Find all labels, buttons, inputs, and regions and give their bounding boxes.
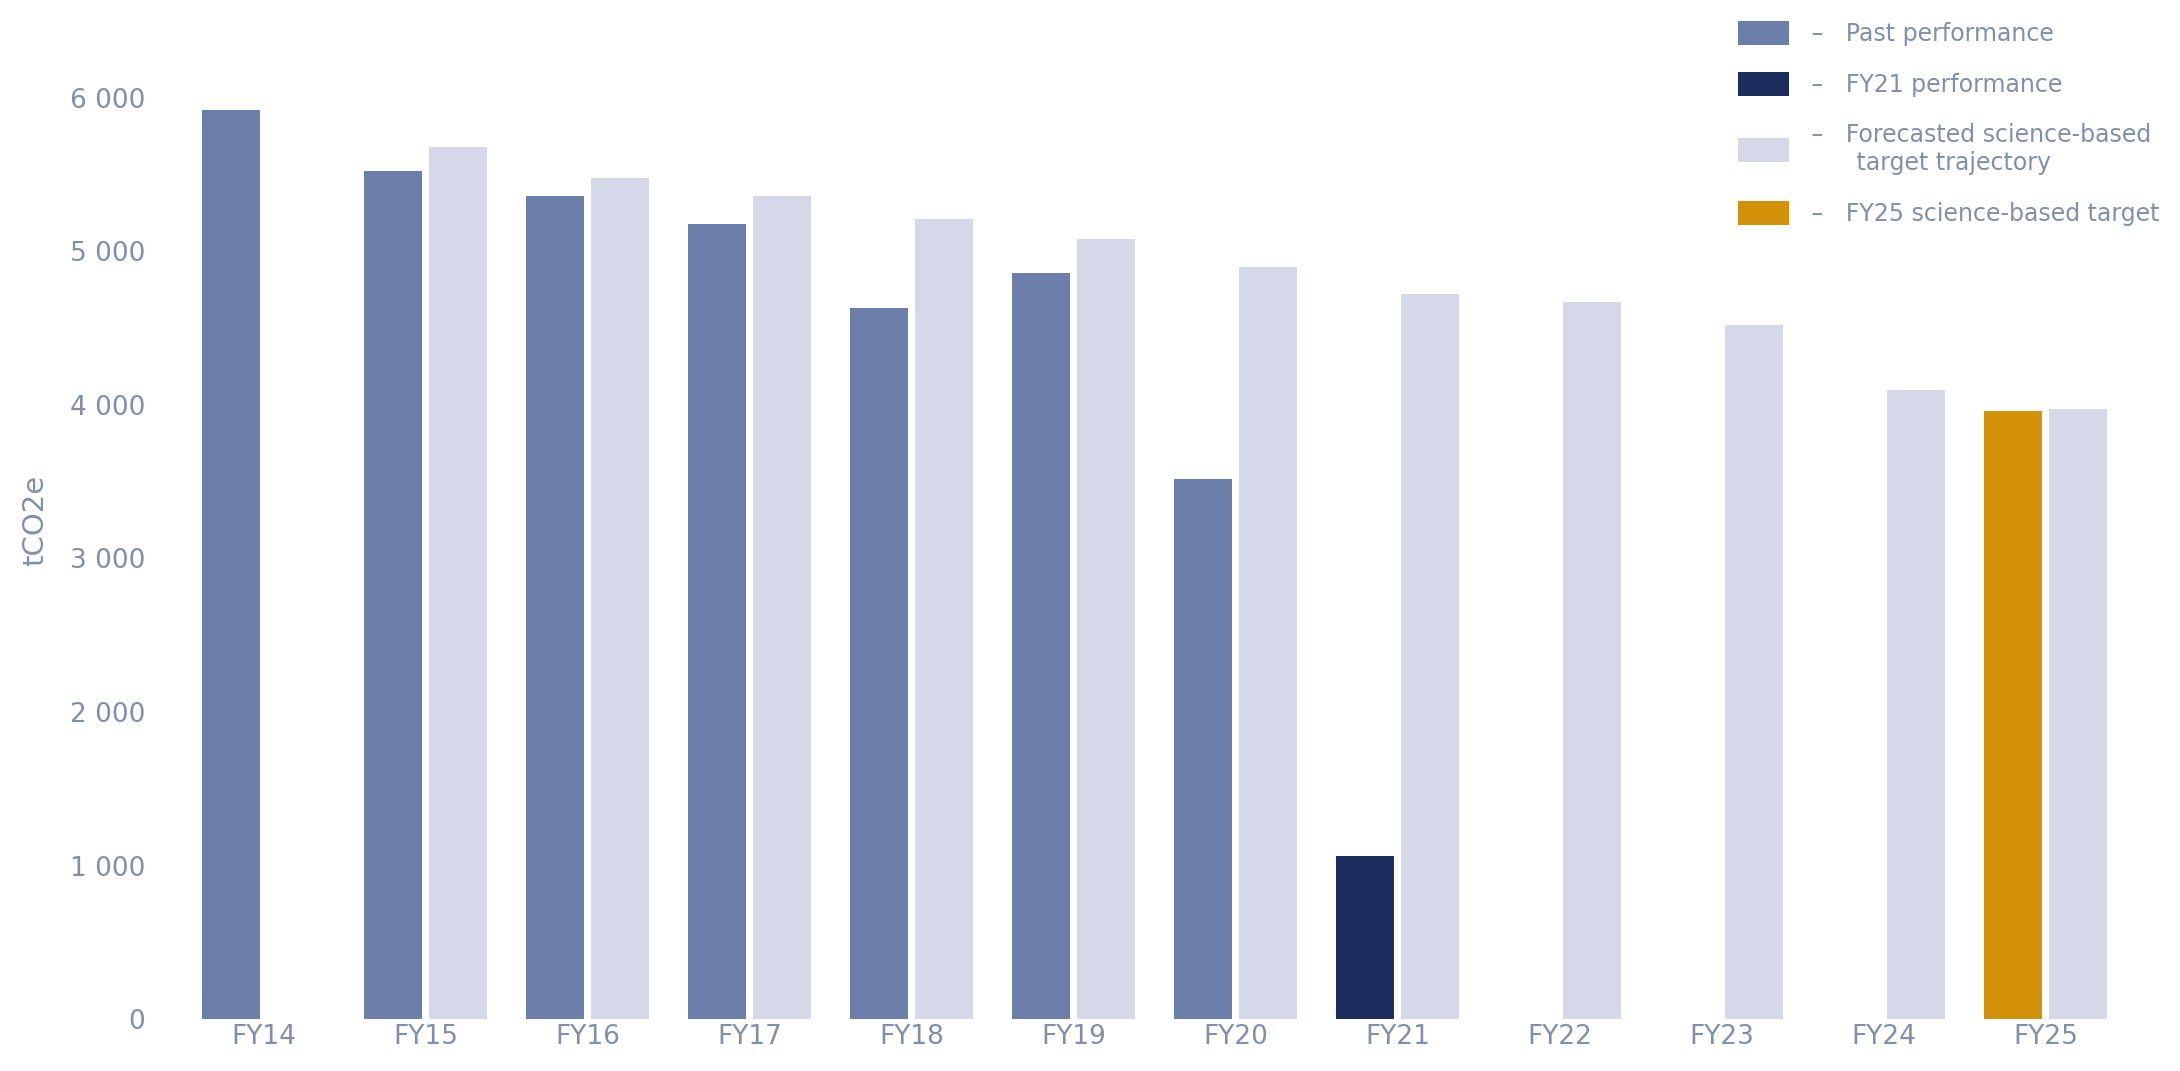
Bar [850,308,909,1020]
Bar [1175,479,1232,1020]
Bar [1077,239,1136,1020]
Bar [591,178,650,1020]
Bar [1563,302,1622,1020]
Bar [916,218,972,1020]
Bar [689,224,746,1020]
Bar [1888,390,1945,1020]
Bar [1336,857,1395,1020]
Legend:  –   Past performance,  –   FY21 performance,  –   Forecasted science-based
    : – Past performance, – FY21 performance, … [1737,20,2158,226]
Bar [429,147,486,1020]
Bar [364,171,423,1020]
Bar [1402,295,1458,1020]
Bar [525,196,584,1020]
Bar [752,196,811,1020]
Y-axis label: tCO2e: tCO2e [22,474,48,565]
Bar [1238,267,1297,1020]
Bar [203,110,259,1020]
Bar [1724,325,1783,1020]
Bar [1012,273,1070,1020]
Bar [1984,411,2043,1020]
Bar [2049,409,2108,1020]
